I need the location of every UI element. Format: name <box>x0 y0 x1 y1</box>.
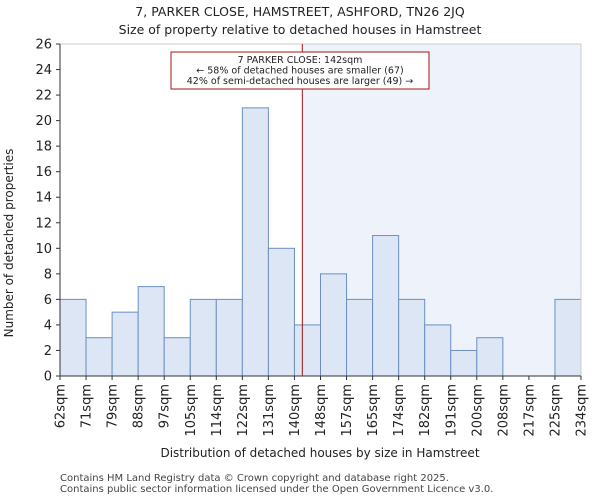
x-tick-label: 157sqm <box>340 384 355 437</box>
x-tick-label: 88sqm <box>132 384 147 428</box>
footer: Contains HM Land Registry data © Crown c… <box>60 473 493 495</box>
x-tick-label: 131sqm <box>262 384 277 437</box>
histogram-bar <box>554 298 582 377</box>
annotation-line-1: 7 PARKER CLOSE: 142sqm <box>238 55 363 66</box>
x-tick-label: 105sqm <box>184 384 199 437</box>
histogram-bar <box>215 298 243 377</box>
histogram-bar <box>189 298 217 377</box>
histogram-bar <box>59 298 87 377</box>
x-tick-label: 148sqm <box>314 384 329 437</box>
annotation-line-3: 42% of semi-detached houses are larger (… <box>187 76 414 87</box>
y-tick-label: 18 <box>35 140 52 155</box>
y-tick-label: 6 <box>44 293 52 308</box>
y-tick-label: 20 <box>35 114 52 129</box>
x-tick-label: 191sqm <box>444 384 459 437</box>
y-tick-label: 12 <box>35 216 52 231</box>
x-tick-label: 97sqm <box>158 384 173 428</box>
chart-title: 7, PARKER CLOSE, HAMSTREET, ASHFORD, TN2… <box>0 3 600 39</box>
chart-title-line1: 7, PARKER CLOSE, HAMSTREET, ASHFORD, TN2… <box>135 4 465 19</box>
footer-line2: Contains public sector information licen… <box>60 484 494 495</box>
x-tick-label: 182sqm <box>418 384 433 437</box>
histogram-bar <box>372 235 400 377</box>
annotation-box <box>170 51 430 90</box>
histogram-bar <box>346 298 374 377</box>
y-tick-label: 8 <box>44 267 52 282</box>
x-tick-label: 225sqm <box>548 384 563 437</box>
x-tick-label: 234sqm <box>575 384 590 437</box>
x-tick-label: 200sqm <box>470 384 485 437</box>
x-tick-label: 174sqm <box>392 384 407 437</box>
annotation-line-2: ← 58% of detached houses are smaller (67… <box>196 66 403 77</box>
y-tick-label: 16 <box>35 165 52 180</box>
footer-line1: Contains HM Land Registry data © Crown c… <box>60 473 449 484</box>
histogram-bar <box>241 107 269 377</box>
x-axis-label: Distribution of detached houses by size … <box>160 446 479 460</box>
x-tick-label: 71sqm <box>80 384 95 428</box>
y-tick-label: 4 <box>44 318 52 333</box>
histogram-bar <box>450 349 478 377</box>
histogram-bar <box>85 337 113 377</box>
histogram-bar <box>424 324 452 377</box>
histogram-bar <box>163 337 191 377</box>
x-tick-label: 140sqm <box>288 384 303 437</box>
histogram-bar <box>137 286 165 377</box>
y-tick-label: 2 <box>44 344 52 359</box>
x-tick-label: 208sqm <box>496 384 511 437</box>
histogram-bar <box>320 273 348 377</box>
y-tick-label: 14 <box>35 191 52 206</box>
x-tick-label: 165sqm <box>366 384 381 437</box>
histogram-bar <box>398 298 426 377</box>
chart-title-line2: Size of property relative to detached ho… <box>118 22 482 37</box>
x-tick-label: 62sqm <box>54 384 69 428</box>
histogram-bar <box>267 247 295 377</box>
histogram-bar <box>111 311 139 377</box>
x-tick-label: 217sqm <box>522 384 537 437</box>
x-tick-label: 79sqm <box>106 384 121 428</box>
y-axis-label: Number of detached properties <box>2 149 16 338</box>
x-tick-label: 114sqm <box>210 384 225 437</box>
histogram-bar <box>476 337 504 377</box>
y-tick-label: 22 <box>35 89 52 104</box>
y-tick-label: 26 <box>35 38 52 53</box>
y-tick-label: 10 <box>35 242 52 257</box>
x-tick-label: 122sqm <box>236 384 251 437</box>
y-tick-label: 0 <box>44 370 52 385</box>
histogram-bar <box>293 324 322 377</box>
y-tick-label: 24 <box>35 63 52 78</box>
